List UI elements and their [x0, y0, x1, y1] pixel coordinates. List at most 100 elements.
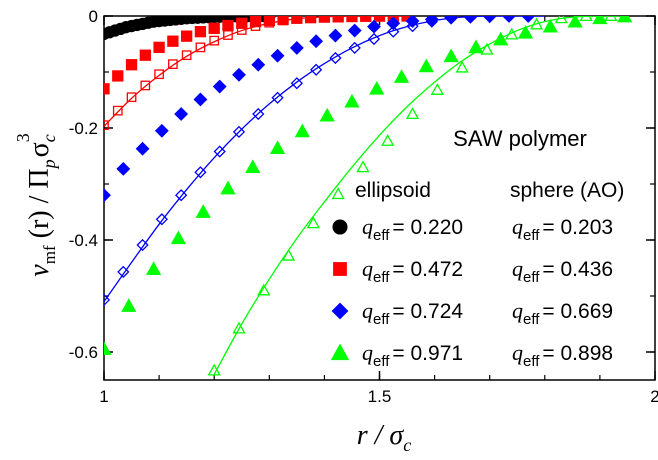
- ellipsoid-point-series-2: [277, 16, 289, 26]
- q-subscript: eff: [373, 269, 390, 286]
- sphere-point-series-4: [529, 17, 544, 30]
- legend-q-sphere-4: qeff = 0.898: [512, 340, 613, 370]
- y-tick-label: -0.2: [69, 119, 98, 138]
- sphere-point-series-4: [257, 283, 271, 296]
- ellipsoid-point-series-2: [318, 16, 331, 23]
- sphere-point-series-3: [348, 41, 361, 55]
- ellipsoid-point-series-4: [369, 80, 385, 95]
- ellipsoid-point-series-4: [567, 16, 583, 28]
- y-tick-label: 0: [89, 7, 98, 26]
- y-tick-label: -0.4: [69, 231, 98, 250]
- ellipsoid-point-series-4: [443, 48, 459, 63]
- q-value: = 0.971: [392, 342, 463, 365]
- ellipsoid-point-series-3: [328, 28, 343, 43]
- sphere-point-series-4: [554, 16, 568, 24]
- sphere-point-series-3: [117, 265, 130, 279]
- sphere-point-series-4: [579, 16, 593, 22]
- sphere-point-series-4: [604, 16, 618, 22]
- q-subscript: eff: [373, 353, 390, 370]
- ellipsoid-point-series-2: [291, 16, 303, 24]
- sphere-point-series-2: [168, 59, 178, 70]
- q-value: = 0.203: [542, 216, 613, 239]
- sphere-point-series-4: [281, 248, 296, 261]
- ellipsoid-point-series-4: [517, 24, 534, 39]
- q-subscript: eff: [523, 353, 540, 370]
- ellipsoid-point-series-2: [167, 35, 179, 47]
- x-tick-label: 1.5: [368, 387, 392, 406]
- sphere-point-series-2: [181, 50, 192, 61]
- q-subscript: eff: [523, 311, 540, 328]
- ellipsoid-point-series-4: [393, 69, 410, 83]
- sphere-point-series-3: [387, 25, 400, 38]
- x-axis-label-sub: c: [403, 435, 411, 455]
- ellipsoid-point-series-4: [145, 261, 162, 275]
- y-axis-label: vmf (r) / Πpσc3: [13, 133, 59, 276]
- ellipsoid-point-series-3: [482, 16, 497, 24]
- q-value: = 0.436: [542, 258, 613, 281]
- ellipsoid-point-series-3: [104, 188, 111, 203]
- q-subscript: eff: [523, 227, 540, 244]
- ellipsoid-point-series-2: [332, 16, 344, 23]
- ellipsoid-point-series-2: [373, 16, 386, 22]
- q-subscript: eff: [373, 311, 390, 328]
- legend-q-sphere-2: qeff = 0.436: [512, 256, 613, 286]
- sphere-point-series-3: [252, 107, 265, 121]
- legend-header-ellipsoid: ellipsoid: [355, 179, 431, 202]
- x-tick-label: 2: [650, 387, 658, 406]
- fit-curve-series-3: [104, 16, 545, 302]
- ellipsoid-point-series-3: [347, 23, 362, 38]
- sphere-point-series-4: [455, 60, 469, 73]
- ellipsoid-point-series-4: [617, 16, 633, 23]
- ellipsoid-point-series-2: [139, 49, 151, 61]
- ellipsoid-point-series-3: [116, 161, 131, 176]
- ellipsoid-point-series-4: [104, 341, 112, 356]
- sphere-point-series-4: [232, 321, 246, 334]
- ellipsoid-point-series-4: [269, 140, 286, 155]
- x-axis-label-main: r / σ: [357, 420, 405, 451]
- ellipsoid-point-series-2: [360, 16, 372, 22]
- ellipsoid-point-series-3: [367, 19, 381, 34]
- ellipsoid-point-series-3: [386, 16, 401, 31]
- fit-curve-series-2: [104, 16, 408, 127]
- ellipsoid-point-series-2: [180, 30, 193, 42]
- sphere-point-series-3: [310, 63, 323, 76]
- ellipsoid-point-series-3: [154, 123, 169, 138]
- ellipsoid-point-series-3: [521, 16, 536, 23]
- ellipsoid-point-series-4: [294, 123, 310, 138]
- ellipsoid-point-series-4: [592, 16, 608, 25]
- sphere-point-series-4: [405, 107, 420, 120]
- sphere-point-series-2: [104, 120, 109, 131]
- q-value: = 0.669: [542, 300, 613, 323]
- legend-q-ellipsoid-3: qeff = 0.724: [362, 298, 463, 328]
- sphere-point-series-3: [175, 189, 188, 202]
- ellipsoid-point-series-3: [193, 92, 208, 107]
- ellipsoid-point-series-2: [236, 17, 248, 29]
- q-value: = 0.220: [392, 216, 463, 239]
- y-label-v: v: [24, 264, 55, 277]
- q-symbol: q: [362, 298, 373, 323]
- ellipsoid-point-series-3: [270, 48, 285, 63]
- q-subscript: eff: [523, 269, 540, 286]
- y-label-sup: 3: [13, 133, 33, 142]
- sphere-point-series-2: [209, 35, 220, 46]
- legend-q-ellipsoid-2: qeff = 0.472: [362, 256, 463, 286]
- sphere-point-series-3: [290, 77, 303, 90]
- x-axis-label: r / σc: [357, 420, 411, 455]
- ellipsoid-point-series-3: [309, 34, 324, 49]
- legend-q-ellipsoid-1: qeff = 0.220: [362, 214, 463, 244]
- q-symbol: q: [512, 340, 523, 365]
- ellipsoid-point-series-3: [444, 16, 459, 25]
- chart-title: SAW polymer: [453, 126, 587, 151]
- y-label-mid: (r) / Π: [24, 168, 55, 245]
- q-value: = 0.472: [392, 258, 463, 281]
- ellipsoid-point-series-2: [222, 19, 234, 32]
- q-value: = 0.724: [392, 300, 463, 323]
- legend-marker-series-4: [330, 343, 350, 361]
- ellipsoid-point-series-4: [245, 159, 261, 174]
- ellipsoid-point-series-4: [418, 58, 434, 73]
- ellipsoid-point-series-2: [346, 16, 358, 23]
- ellipsoid-point-series-4: [170, 230, 186, 245]
- legend-header-sphere: sphere (AO): [510, 179, 624, 202]
- sphere-point-series-2: [154, 69, 164, 80]
